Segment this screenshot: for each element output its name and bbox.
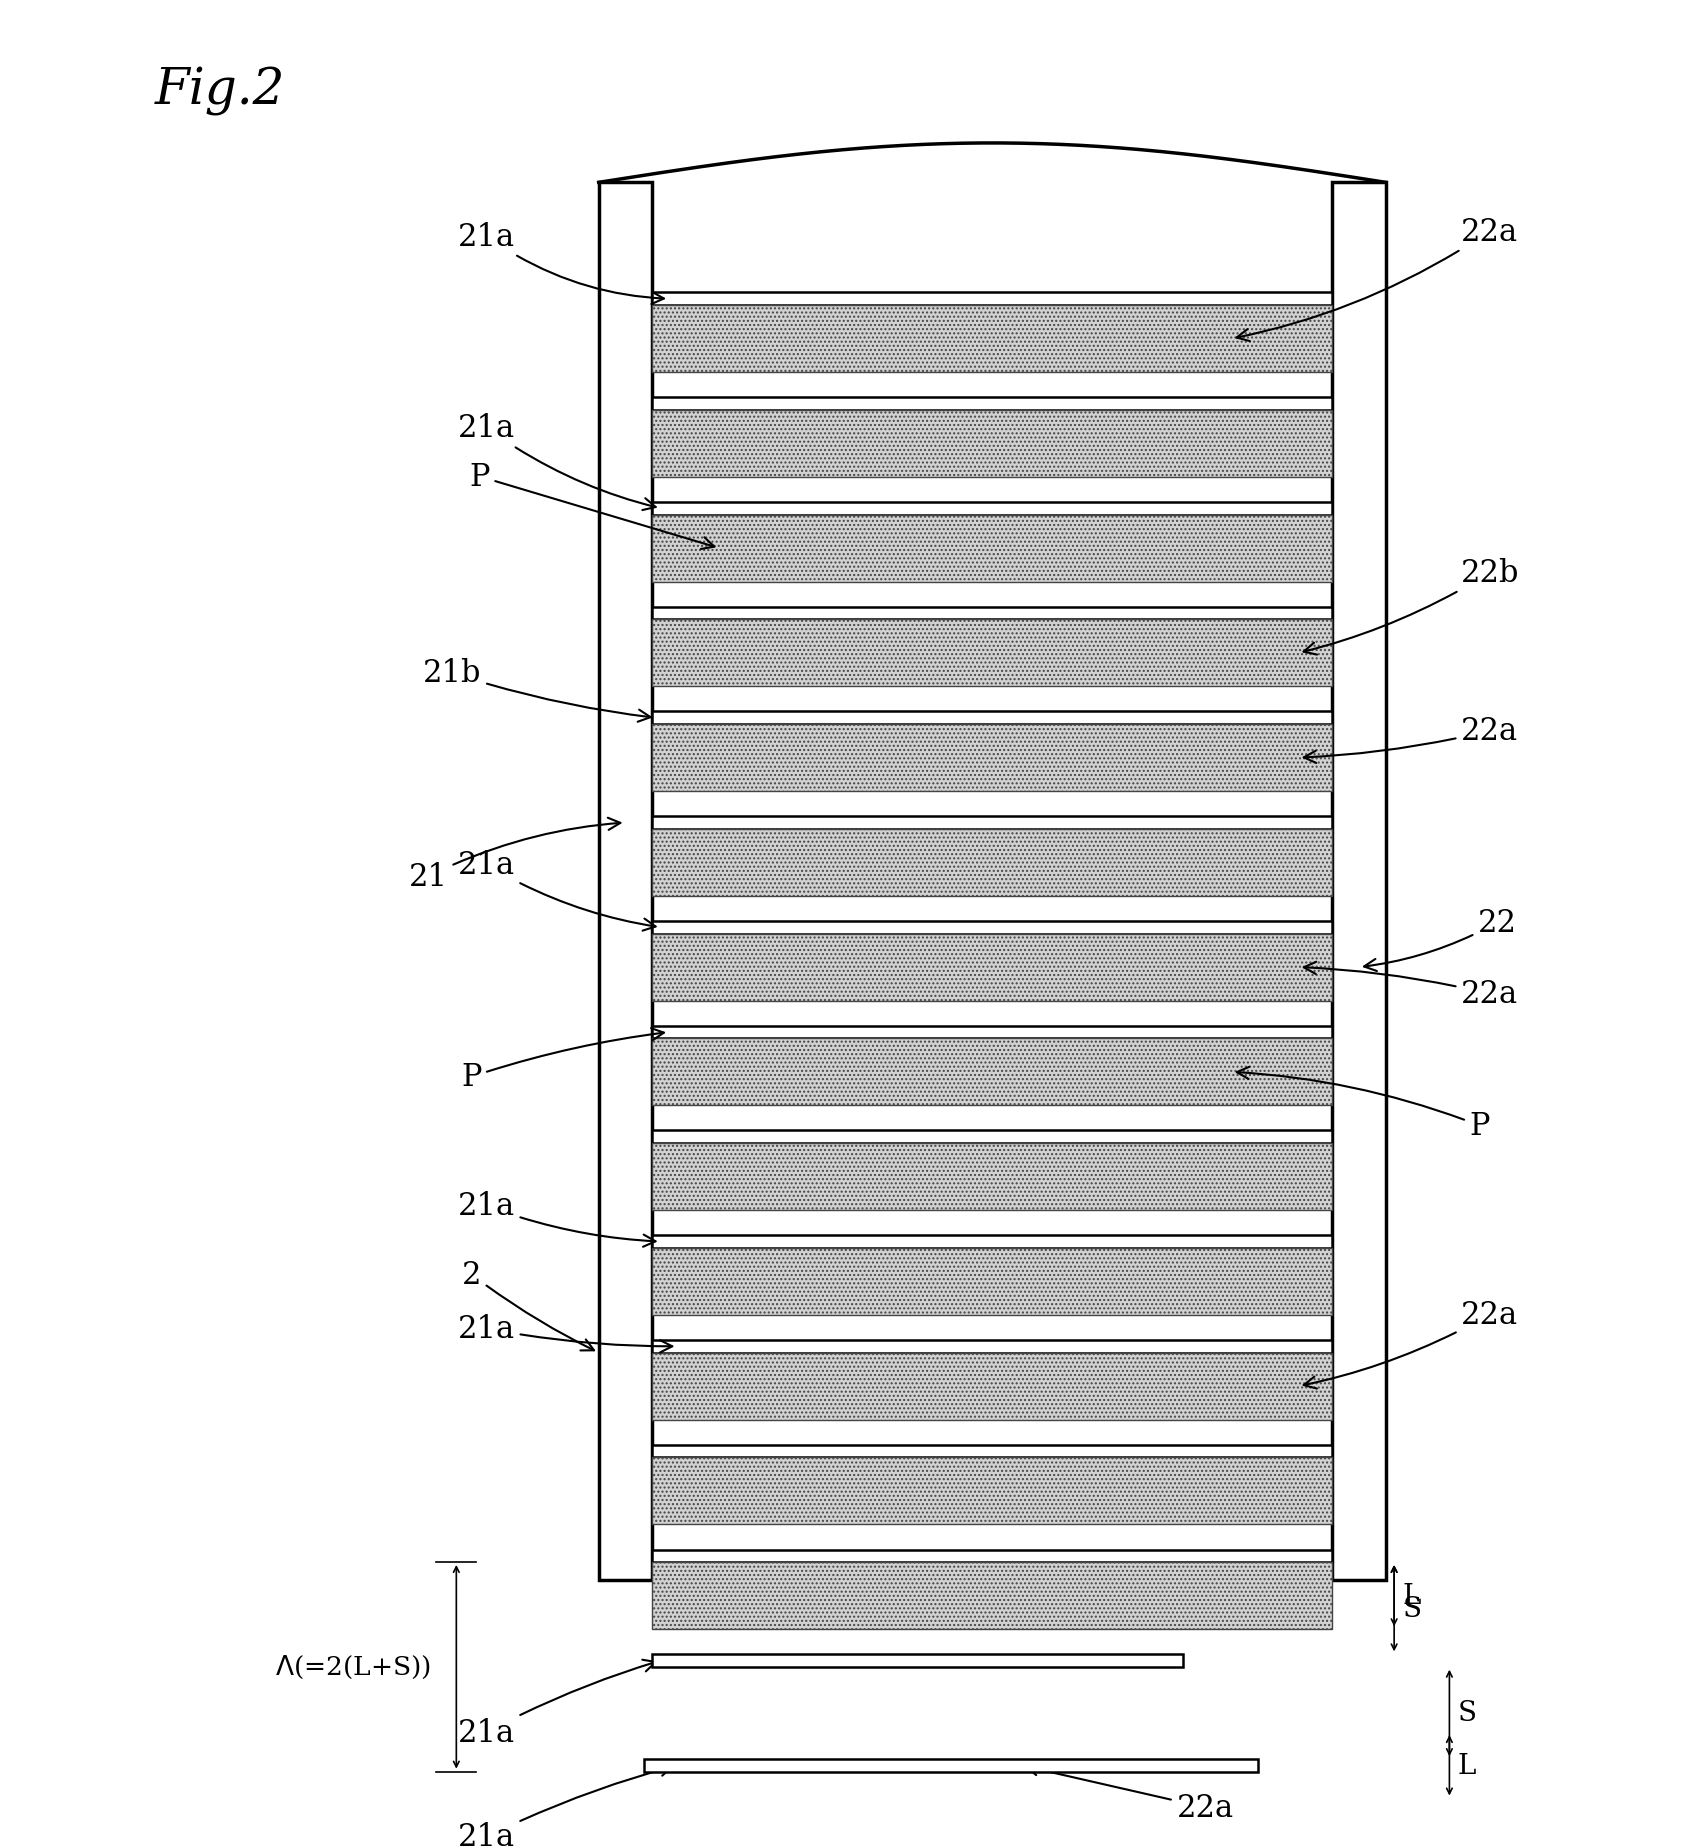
Bar — [653, 1039, 1332, 1105]
Text: P: P — [469, 462, 713, 549]
Bar — [653, 619, 1332, 687]
Bar — [653, 1458, 1332, 1525]
Text: 22: 22 — [1362, 907, 1515, 972]
Bar — [644, 1759, 1256, 1772]
Text: 21a: 21a — [458, 222, 663, 305]
Bar — [653, 1353, 1332, 1419]
Bar — [653, 516, 1332, 582]
Bar — [653, 711, 1332, 724]
Bar — [653, 922, 1332, 933]
Text: L: L — [1457, 1752, 1475, 1780]
Bar — [653, 1550, 1332, 1562]
Bar — [653, 1562, 1332, 1630]
Bar — [653, 410, 1332, 477]
Bar — [653, 294, 1332, 307]
Bar — [1332, 183, 1384, 1580]
Text: Fig.2: Fig.2 — [155, 67, 286, 116]
Bar — [653, 724, 1332, 791]
Bar — [653, 1131, 1332, 1144]
Bar — [653, 817, 1332, 830]
Bar — [653, 307, 1332, 373]
Text: 22a: 22a — [1304, 715, 1517, 763]
Bar — [653, 830, 1332, 896]
Text: P: P — [1236, 1066, 1489, 1142]
Text: 21a: 21a — [458, 1314, 671, 1353]
Text: 21a: 21a — [458, 1660, 656, 1748]
Text: 22b: 22b — [1304, 558, 1519, 656]
Text: $\Lambda$(=2(L+S)): $\Lambda$(=2(L+S)) — [276, 1654, 431, 1680]
Bar — [653, 1340, 1332, 1353]
Bar — [653, 1445, 1332, 1458]
Text: 22a: 22a — [1024, 1763, 1233, 1822]
Text: 21a: 21a — [458, 1763, 673, 1848]
Text: 21a: 21a — [458, 1190, 656, 1247]
Text: P: P — [461, 1029, 664, 1092]
Bar — [653, 933, 1332, 1002]
Bar — [653, 397, 1332, 410]
Text: 21a: 21a — [458, 412, 656, 510]
Text: 21: 21 — [409, 819, 621, 893]
Bar — [653, 1247, 1332, 1316]
Bar — [653, 608, 1332, 619]
Bar — [653, 1236, 1332, 1247]
Text: 22a: 22a — [1304, 1299, 1517, 1390]
Text: S: S — [1401, 1595, 1421, 1623]
Text: L: L — [1401, 1582, 1420, 1610]
Text: 21a: 21a — [458, 850, 656, 931]
Bar — [653, 1654, 1182, 1667]
Bar — [653, 503, 1332, 516]
Bar — [599, 183, 653, 1580]
Text: S: S — [1457, 1700, 1475, 1726]
Text: 22a: 22a — [1304, 963, 1517, 1009]
Bar — [653, 1026, 1332, 1039]
Text: 2: 2 — [461, 1260, 594, 1351]
Text: 22a: 22a — [1236, 216, 1517, 342]
Bar — [653, 1144, 1332, 1210]
Text: 21b: 21b — [422, 658, 651, 723]
